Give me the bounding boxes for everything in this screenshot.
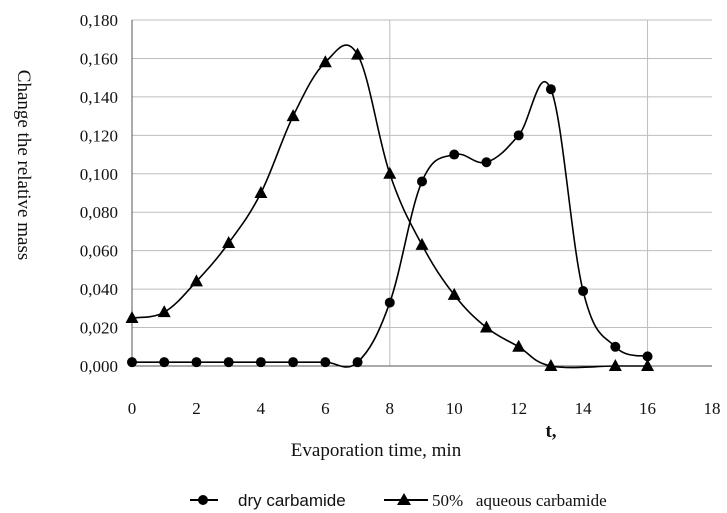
legend-marker-dry-carbamide: [198, 495, 208, 505]
data-point-dry-carbamide: [449, 149, 460, 160]
x-tick-label: 18: [704, 399, 721, 418]
data-point-aqueous-carbamide: [447, 287, 461, 300]
data-point-aqueous-carbamide: [125, 310, 139, 323]
x-tick-label: 2: [192, 399, 201, 418]
data-point-aqueous-carbamide: [641, 359, 655, 371]
x-tick-label: 14: [575, 399, 593, 418]
data-point-aqueous-carbamide: [318, 55, 332, 68]
data-point-dry-carbamide: [320, 357, 331, 368]
x-tick-label: 8: [386, 399, 395, 418]
data-point-dry-carbamide: [127, 357, 137, 368]
y-tick-label: 0,060: [80, 242, 118, 261]
grid: [132, 19, 712, 366]
data-point-dry-carbamide: [545, 84, 556, 95]
y-tick-label: 0,020: [80, 319, 118, 338]
data-point-dry-carbamide: [417, 176, 427, 187]
data-point-dry-carbamide: [578, 286, 589, 297]
axes: [131, 20, 712, 367]
data-point-aqueous-carbamide: [189, 274, 203, 287]
legend: dry carbamide 50% aqueous carbamide: [190, 491, 607, 510]
data-point-aqueous-carbamide: [222, 235, 236, 248]
data-point-aqueous-carbamide: [286, 109, 300, 122]
x-tick-label: 10: [446, 399, 463, 418]
y-tick-label: 0,040: [80, 280, 118, 299]
y-tick-label: 0,100: [80, 165, 118, 184]
legend-label-dry-carbamide: dry carbamide: [238, 491, 346, 510]
data-point-aqueous-carbamide: [608, 359, 622, 371]
legend-item-dry-carbamide: dry carbamide: [190, 491, 346, 510]
y-axis-title: Change the relative mass: [13, 70, 34, 260]
data-point-aqueous-carbamide: [415, 237, 429, 250]
data-point-dry-carbamide: [255, 357, 266, 368]
data-point-dry-carbamide: [159, 357, 170, 368]
series: [125, 44, 655, 371]
data-point-aqueous-carbamide: [157, 305, 171, 318]
data-point-dry-carbamide: [642, 351, 653, 362]
data-point-aqueous-carbamide: [544, 359, 558, 371]
data-point-dry-carbamide: [513, 130, 524, 141]
legend-label-aqueous-carbamide: 50% aqueous carbamide: [432, 491, 607, 510]
data-point-aqueous-carbamide: [254, 186, 268, 198]
x-axis-title: Evaporation time, min: [291, 440, 462, 461]
data-point-aqueous-carbamide: [351, 47, 365, 60]
x-tick-label: 6: [321, 399, 330, 418]
series-line-aqueous-carbamide: [131, 44, 648, 369]
x-tick-label: 12: [510, 399, 527, 418]
tick-labels: 0,000 0,020 0,040 0,060 0,080 0,100 0,120 0,140…: [80, 11, 721, 418]
data-point-dry-carbamide: [384, 297, 395, 308]
y-tick-label: 0,140: [80, 88, 118, 107]
data-point-aqueous-carbamide: [383, 166, 397, 179]
legend-marker-aqueous-carbamide: [397, 493, 411, 505]
data-point-dry-carbamide: [481, 157, 492, 168]
x-tick-label: 4: [257, 399, 266, 418]
y-tick-label: 0,160: [80, 49, 118, 68]
data-point-aqueous-carbamide: [512, 339, 526, 352]
y-tick-label: 0,080: [80, 203, 118, 222]
data-point-aqueous-carbamide: [479, 320, 493, 333]
x-tick-label: 16: [639, 399, 656, 418]
y-tick-label: 0,180: [80, 11, 118, 30]
x-axis-end-label: t,: [545, 421, 556, 442]
data-point-dry-carbamide: [288, 357, 299, 368]
legend-item-aqueous-carbamide: 50% aqueous carbamide: [384, 491, 607, 510]
y-tick-label: 0,120: [80, 126, 118, 145]
x-tick-label: 0: [128, 399, 137, 418]
y-tick-label: 0,000: [80, 357, 118, 376]
data-point-dry-carbamide: [610, 341, 621, 352]
data-point-dry-carbamide: [352, 357, 363, 368]
data-point-dry-carbamide: [191, 357, 202, 368]
data-point-dry-carbamide: [223, 357, 234, 368]
